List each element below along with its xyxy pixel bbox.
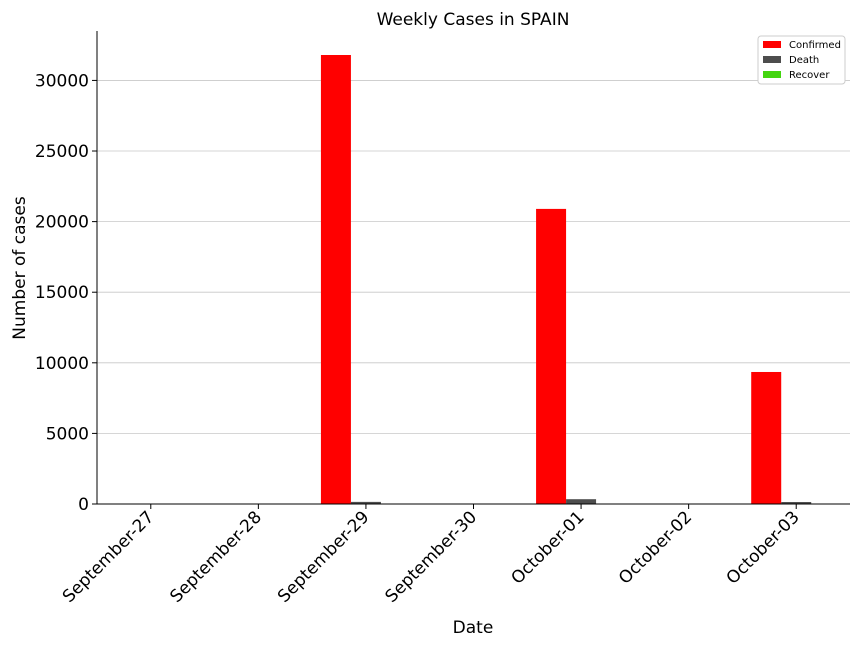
legend-swatch-recover [763, 71, 781, 78]
x-axis-label: Date [453, 618, 494, 638]
y-tick-label: 15000 [35, 283, 89, 303]
legend-swatch-confirmed [763, 41, 781, 48]
legend-label-death: Death [789, 55, 819, 66]
legend: Confirmed Death Recover [757, 35, 846, 85]
gridlines [97, 80, 850, 434]
x-tick-label: October-02 [615, 507, 696, 588]
y-tick-label: 5000 [46, 424, 89, 444]
x-tick-label: September-30 [382, 507, 481, 606]
x-tick-label: September-29 [274, 507, 373, 606]
bar-confirmed [320, 55, 351, 504]
legend-label-confirmed: Confirmed [789, 40, 841, 51]
legend-label-recover: Recover [789, 70, 830, 81]
y-tick-label: 30000 [35, 71, 89, 91]
x-tick-label: October-01 [507, 507, 588, 588]
bars [320, 55, 812, 504]
x-tick-label: September-28 [166, 507, 265, 606]
bar-death [566, 499, 597, 504]
legend-swatch-death [763, 56, 781, 63]
y-tick-label: 20000 [35, 213, 89, 233]
y-tick-label: 25000 [35, 142, 89, 162]
y-tick-label: 0 [78, 495, 89, 515]
y-axis-label: Number of cases [10, 196, 30, 340]
bar-confirmed [751, 371, 782, 504]
y-tick-label: 10000 [35, 354, 89, 374]
chart-title: Weekly Cases in SPAIN [377, 10, 570, 30]
bar-death [781, 502, 812, 504]
y-ticks: 0 5000 10000 15000 20000 25000 30000 [35, 71, 97, 515]
x-tick-label: September-27 [59, 507, 158, 606]
bar-confirmed [536, 208, 567, 504]
x-ticks: September-27 September-28 September-29 Sept… [59, 504, 804, 607]
bar-death [350, 501, 381, 504]
x-tick-label: October-03 [723, 507, 804, 588]
